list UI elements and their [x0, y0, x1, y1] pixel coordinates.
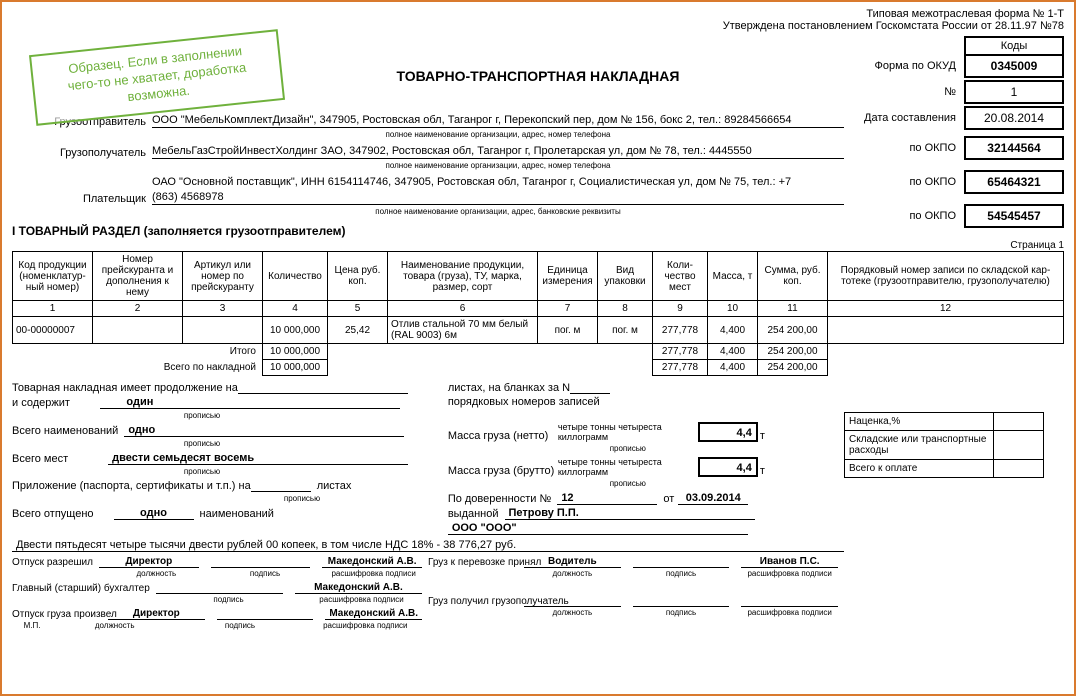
- charges-block: Наценка,% Складские или транспортные рас…: [844, 382, 1064, 634]
- page-number: Страница 1: [12, 240, 1064, 251]
- lower-block: Товарная накладная имеет продолжение на …: [12, 382, 1064, 634]
- sum-words: Двести пятьдесят четыре тысячи двести ру…: [12, 539, 844, 552]
- main-table: Код продукции (номенклатур­ный номер) Но…: [12, 251, 1064, 376]
- date-label: Дата составления: [864, 112, 956, 124]
- okpo-2: 65464321: [964, 170, 1064, 194]
- consignee-label: Грузополучатель: [12, 147, 152, 159]
- itogo-row: Итого 10 000,000 277,778 4,400 254 200,0…: [13, 344, 1064, 360]
- okpo-label-1: по ОКПО: [909, 142, 956, 154]
- sample-stamp: Образец. Если в заполнении чего-то не хв…: [29, 29, 285, 125]
- storage-label: Складские или транспортные расходы: [845, 431, 994, 460]
- date-value: 20.08.2014: [964, 106, 1064, 130]
- okpo-1: 32144564: [964, 136, 1064, 160]
- table-row: 00-00000007 10 000,000 25,42 Отлив сталь…: [13, 317, 1064, 344]
- codes-header: Коды: [964, 36, 1064, 54]
- th-10: Масса, т: [708, 252, 758, 301]
- th-6: Наименование продукции, товара (груза), …: [388, 252, 538, 301]
- payer-line2: (863) 4568978: [152, 191, 844, 205]
- markup-label: Наценка,%: [845, 413, 994, 431]
- num-label: №: [944, 86, 956, 98]
- th-9: Коли­чество мест: [653, 252, 708, 301]
- okpo-label-3: по ОКПО: [909, 210, 956, 222]
- form-type-line1: Типовая межотраслевая форма № 1-Т: [723, 8, 1064, 20]
- th-4: Коли­чество: [263, 252, 328, 301]
- th-7: Единица измерения: [538, 252, 598, 301]
- payer-sub: полное наименование организации, адрес, …: [152, 207, 844, 216]
- shipper-value: ООО "МебельКомплектДизайн", 347905, Рост…: [152, 114, 844, 128]
- form-type-line2: Утверждена постановлением Госкомстата Ро…: [723, 20, 1064, 32]
- num-value: 1: [964, 80, 1064, 104]
- consignee-sub: полное наименование организации, адрес, …: [152, 161, 844, 170]
- th-1: Код продукции (номенклатур­ный номер): [13, 252, 93, 301]
- th-8: Вид упаковки: [598, 252, 653, 301]
- th-3: Артикул или номер по прейскуранту: [183, 252, 263, 301]
- total-row: Всего по накладной 10 000,000 277,778 4,…: [13, 360, 1064, 376]
- shipper-sub: полное наименование организации, адрес, …: [152, 130, 844, 139]
- okud-value: 0345009: [964, 54, 1064, 78]
- form-header: Типовая межотраслевая форма № 1-Т Утверж…: [723, 8, 1064, 32]
- th-2: Номер прейскуранта и дополнения к нему: [93, 252, 183, 301]
- okpo-3: 54545457: [964, 204, 1064, 228]
- okud-label: Форма по ОКУД: [875, 60, 957, 72]
- document-page: Типовая межотраслевая форма № 1-Т Утверж…: [0, 0, 1076, 696]
- payer-label: Плательщик: [12, 193, 152, 205]
- codes-block: Коды Форма по ОКУД 0345009 № 1 Дата сост…: [864, 36, 1064, 230]
- th-11: Сумма, руб. коп.: [758, 252, 828, 301]
- total-pay-label: Всего к оплате: [845, 460, 994, 478]
- okpo-label-2: по ОКПО: [909, 176, 956, 188]
- payer-line1: ОАО "Основной поставщик", ИНН 6154114746…: [152, 176, 844, 189]
- consignee-value: МебельГазСтройИнвестХолдинг ЗАО, 347902,…: [152, 145, 844, 159]
- th-5: Цена руб. коп.: [328, 252, 388, 301]
- th-12: Порядковый номер за­писи по складской ка…: [828, 252, 1064, 301]
